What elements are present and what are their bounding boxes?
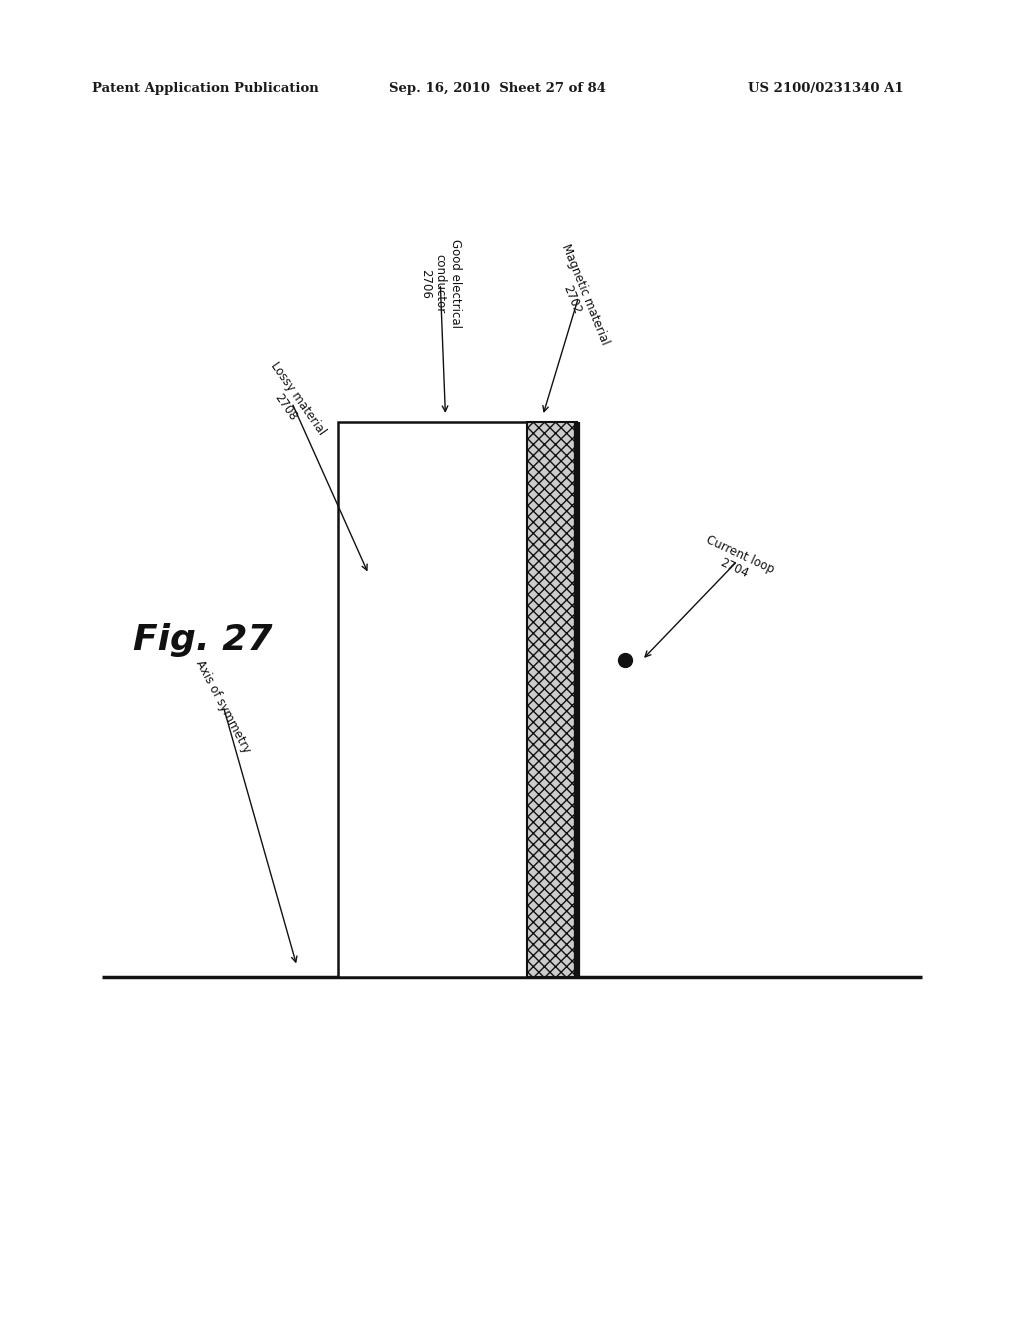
Bar: [338, 422, 527, 977]
Text: US 2100/0231340 A1: US 2100/0231340 A1: [748, 82, 903, 95]
Text: Good electrical
conductor
2706: Good electrical conductor 2706: [419, 239, 462, 329]
Text: Current loop
2704: Current loop 2704: [698, 533, 776, 589]
Bar: [527, 422, 577, 977]
Text: Axis of symmetry: Axis of symmetry: [194, 657, 253, 755]
Text: Fig. 27: Fig. 27: [133, 623, 272, 657]
Text: Lossy material
2708: Lossy material 2708: [256, 359, 328, 446]
Text: Patent Application Publication: Patent Application Publication: [92, 82, 318, 95]
Text: Magnetic material
2702: Magnetic material 2702: [546, 242, 611, 352]
Text: Sep. 16, 2010  Sheet 27 of 84: Sep. 16, 2010 Sheet 27 of 84: [389, 82, 606, 95]
